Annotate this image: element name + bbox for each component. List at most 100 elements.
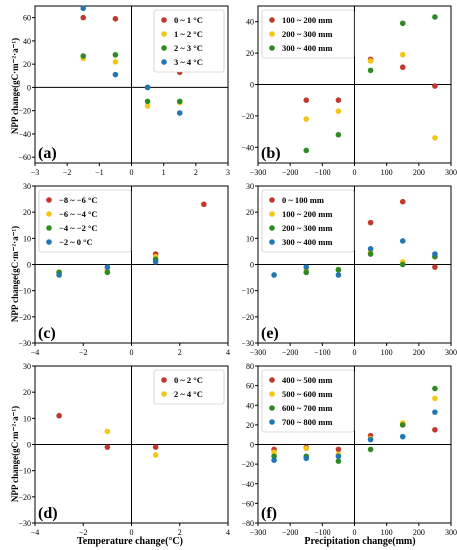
legend-marker <box>269 405 275 411</box>
y-tick-label: −20 <box>18 313 31 322</box>
data-point <box>335 131 342 138</box>
legend-marker <box>269 419 275 425</box>
x-tick-label: 100 <box>381 168 393 177</box>
legend-marker <box>46 225 52 231</box>
data-point <box>303 264 310 270</box>
legend-box <box>261 189 355 253</box>
x-tick-label: 2 <box>178 528 182 537</box>
data-point <box>112 15 119 22</box>
y-axis-label-bottom: NPP change(gC·m⁻²·a⁻¹) <box>10 405 20 503</box>
data-point <box>335 458 342 464</box>
y-tick-label: 10 <box>23 414 31 423</box>
panel-label: (a) <box>38 145 57 162</box>
data-point <box>80 14 87 21</box>
y-tick-label: −60 <box>241 499 254 508</box>
legend-label: −2 ~ 0 °C <box>59 237 93 247</box>
x-tick-label: 100 <box>381 528 393 537</box>
data-point <box>432 426 438 433</box>
legend-label: 0 ~ 100 mm <box>282 195 324 205</box>
data-point <box>335 108 342 114</box>
x-tick-label: 200 <box>413 528 425 537</box>
y-tick-label: 40 <box>23 37 31 46</box>
data-point <box>399 261 406 268</box>
x-tick-label: 300 <box>445 528 457 537</box>
y-tick-label: 0 <box>250 81 254 90</box>
x-tick-label: −3 <box>31 168 40 177</box>
data-point <box>432 251 438 257</box>
data-point <box>399 51 406 58</box>
legend-box <box>261 9 355 59</box>
data-point <box>144 103 151 109</box>
x-tick-label: −300 <box>250 348 267 357</box>
data-point <box>399 64 406 71</box>
y-axis-label-middle: NPP change(gC·m⁻²·a⁻¹) <box>10 225 20 323</box>
data-point <box>432 409 438 415</box>
data-point <box>399 433 406 440</box>
data-point <box>152 444 159 450</box>
legend-marker <box>161 31 167 37</box>
panel-0: −3 −2 −1 0 1 2 3 −60 −40 −20 0 20 40 60 (a) 0 ~ 1 °C 1 ~… <box>18 5 230 177</box>
data-point <box>399 238 406 244</box>
legend-marker <box>269 17 275 23</box>
data-point <box>303 97 310 103</box>
y-tick-label: 20 <box>246 49 254 58</box>
x-tick-label: 300 <box>445 348 457 357</box>
data-point <box>303 116 310 122</box>
y-tick-label: −30 <box>241 339 254 348</box>
x-tick-label: 0 <box>353 528 357 537</box>
y-tick-label: 40 <box>246 18 254 27</box>
legend-label: 0 ~ 1 °C <box>174 15 203 25</box>
legend-label: −4 ~ −2 °C <box>59 223 98 233</box>
panel-label: (c) <box>38 325 56 342</box>
data-point <box>112 59 119 65</box>
data-point <box>271 457 277 464</box>
legend-label: 1 ~ 2 °C <box>174 29 203 39</box>
legend-marker <box>46 239 52 245</box>
legend-marker <box>161 377 167 383</box>
x-tick-label: −300 <box>250 168 267 177</box>
legend-marker <box>269 197 275 203</box>
panel-5: −300 −200 −100 0 100 200 300−80−60−40−20020406… <box>241 362 457 537</box>
data-point <box>80 5 87 12</box>
panel-label: (f) <box>261 505 277 522</box>
y-tick-label: −40 <box>241 143 254 152</box>
x-tick-label: 0 <box>353 168 357 177</box>
data-point <box>201 201 207 208</box>
x-tick-label: −200 <box>282 168 299 177</box>
legend-label: 700 ~ 800 mm <box>282 417 332 427</box>
legend-label: 2 ~ 4 °C <box>174 389 203 399</box>
legend-box <box>153 9 225 73</box>
legend-marker <box>161 391 167 397</box>
y-tick-label: −20 <box>241 313 254 322</box>
legend-label: 0 ~ 2 °C <box>174 375 203 385</box>
data-point <box>152 452 159 458</box>
y-tick-label: 40 <box>246 401 254 410</box>
x-tick-label: −200 <box>282 528 299 537</box>
panel-1: −300 −200 −100 0 100 200 300−40−2002040(b)100 … <box>241 5 457 177</box>
data-point <box>367 58 374 64</box>
data-point <box>432 385 438 392</box>
y-tick-label: 30 <box>246 182 254 191</box>
y-tick-label: −60 <box>18 153 31 162</box>
data-point <box>56 412 62 419</box>
panel-label: (e) <box>261 325 279 342</box>
data-point <box>335 97 342 103</box>
data-point <box>367 446 374 453</box>
legend-label: 400 ~ 500 mm <box>282 375 332 385</box>
data-point <box>152 259 159 265</box>
x-tick-label: 100 <box>381 348 393 357</box>
y-tick-label: 10 <box>23 234 31 243</box>
x-tick-label: 300 <box>445 168 457 177</box>
y-tick-label: −10 <box>18 467 31 476</box>
x-tick-label: −100 <box>314 528 331 537</box>
legend-label: −8 ~ −6 °C <box>59 195 98 205</box>
y-tick-label: 0 <box>250 261 254 270</box>
legend-box <box>261 369 355 433</box>
x-axis-label-precipitation: Precipitation change(mm) <box>304 536 416 547</box>
legend-marker <box>269 31 275 37</box>
y-tick-label: 0 <box>250 441 254 450</box>
legend-marker <box>161 45 167 51</box>
